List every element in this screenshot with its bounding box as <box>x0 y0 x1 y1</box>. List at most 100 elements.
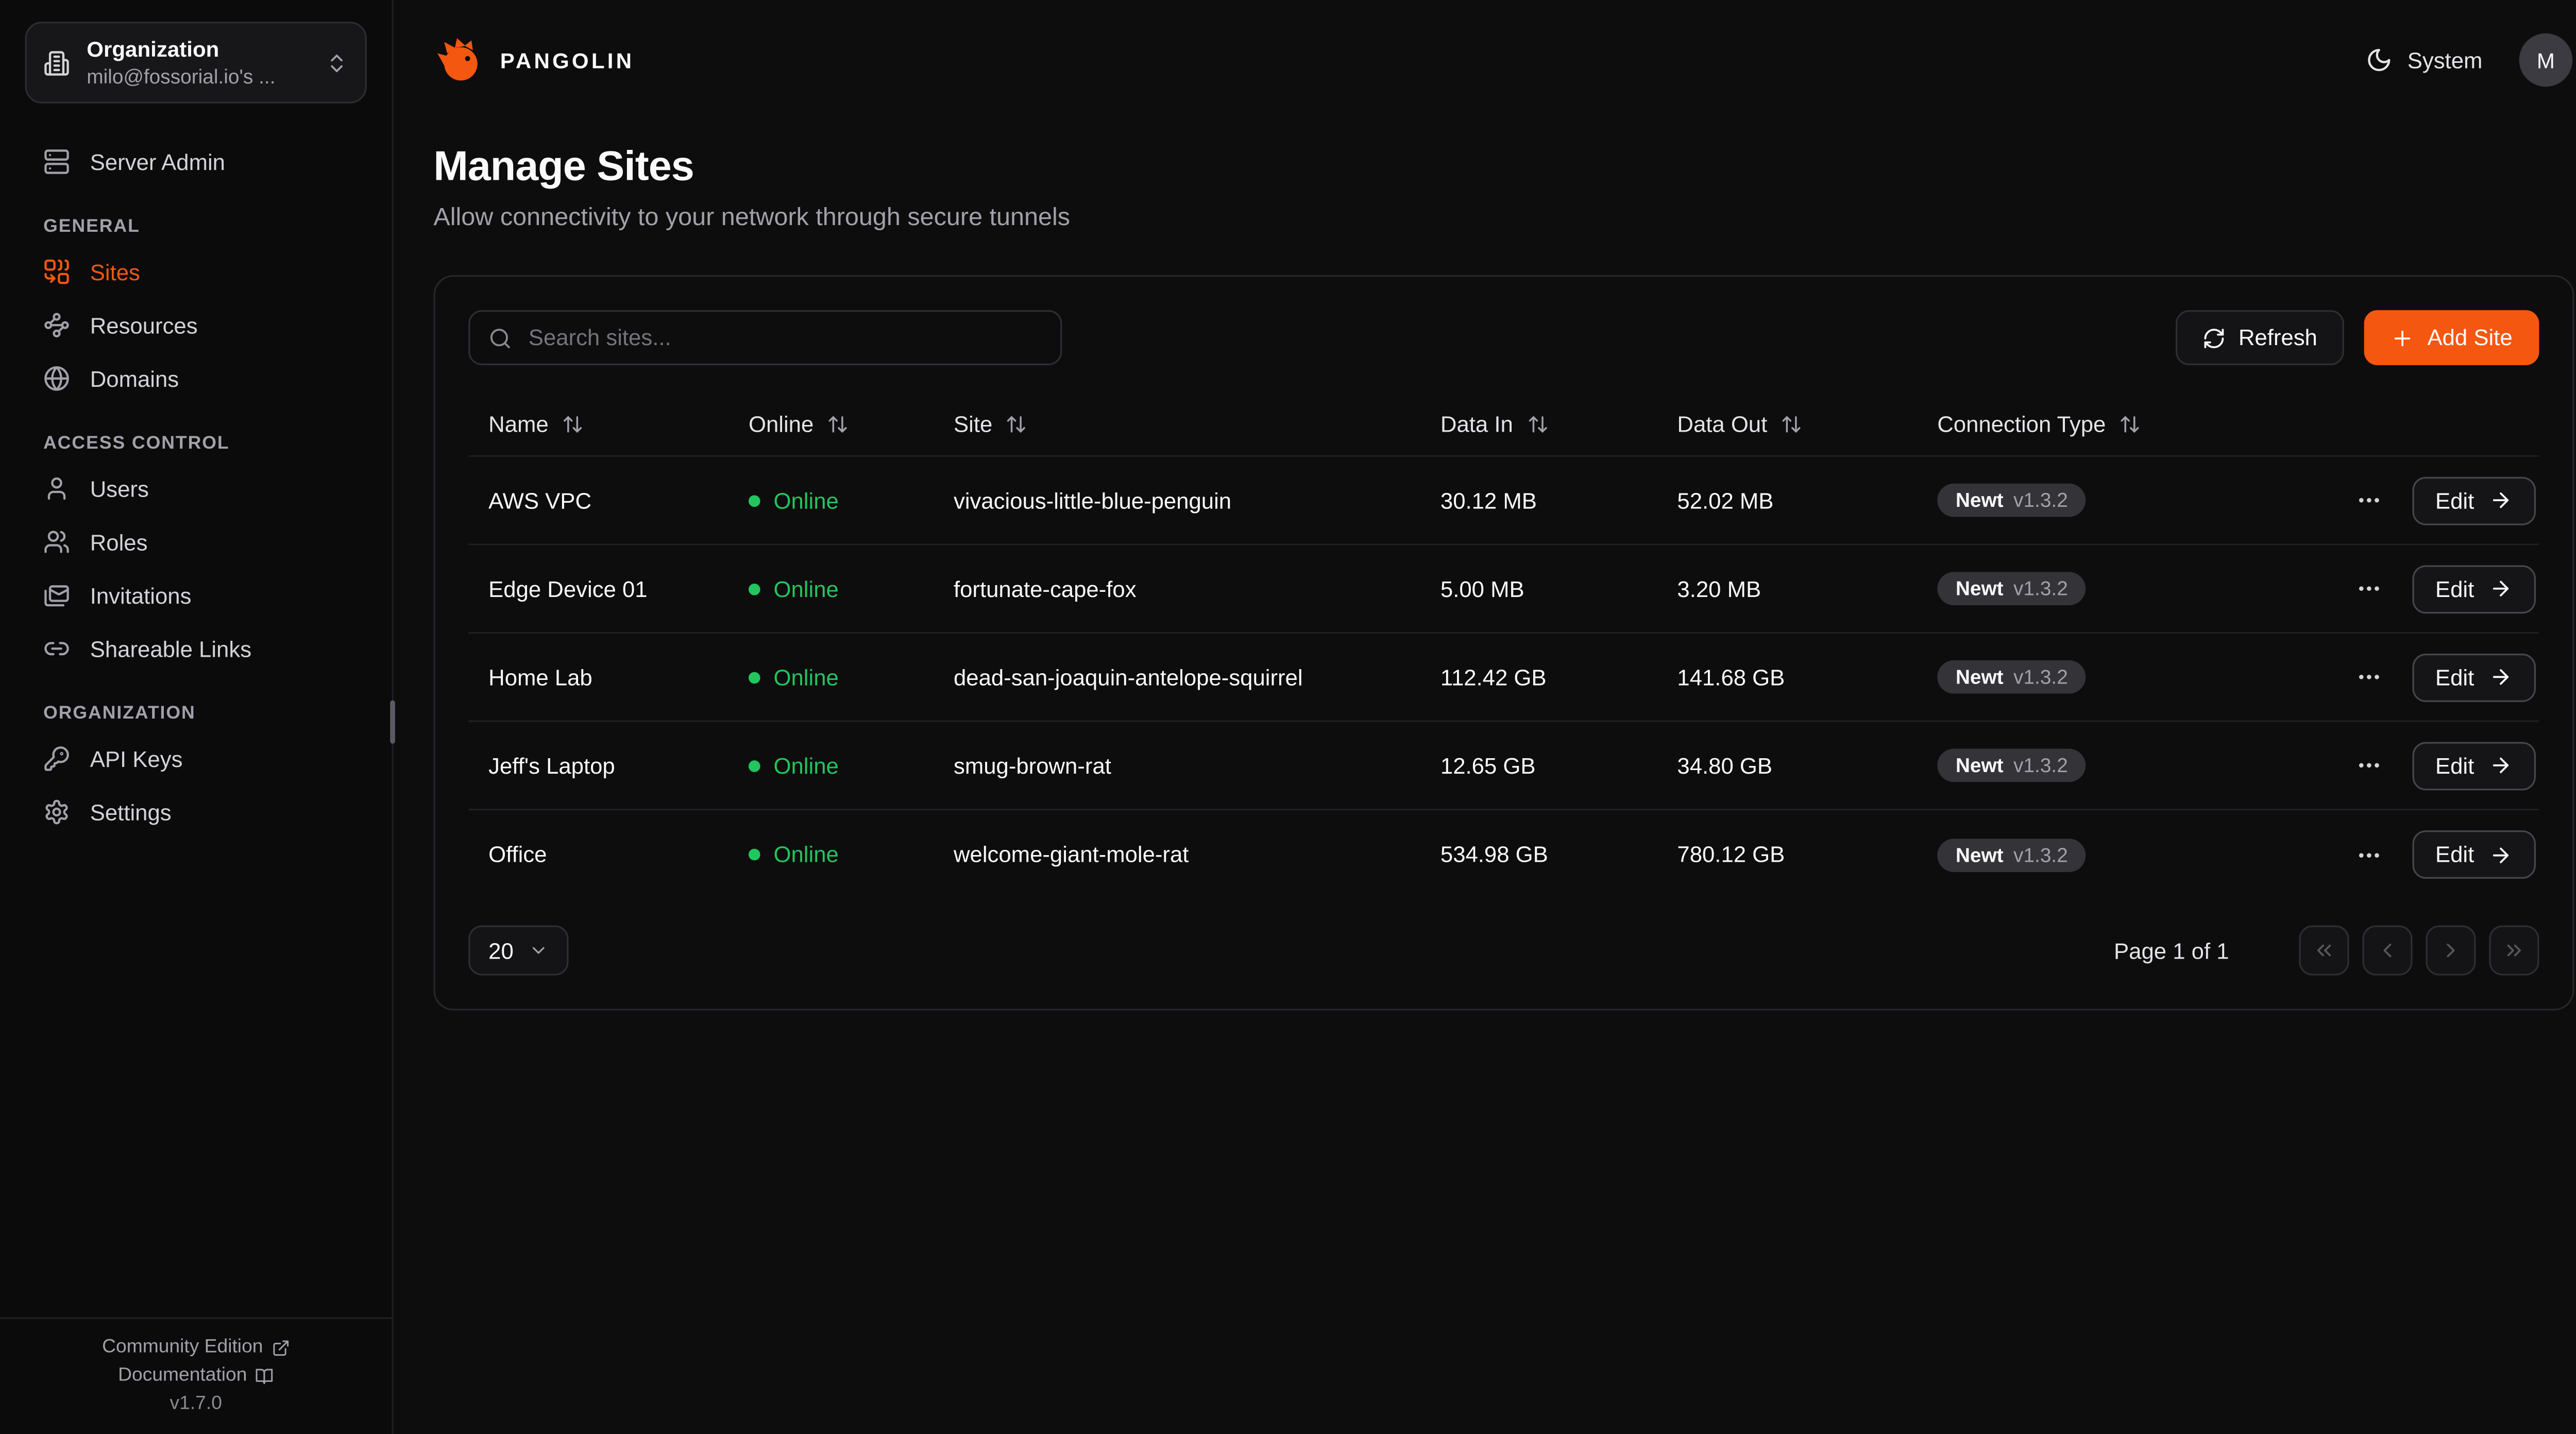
sidebar-item-label: Users <box>90 476 149 501</box>
site-slug-cell: vivacious-little-blue-penguin <box>953 487 1232 513</box>
sidebar-item-roles[interactable]: Roles <box>23 517 368 567</box>
row-menu-button[interactable] <box>2349 480 2389 520</box>
online-dot-icon <box>748 671 760 683</box>
edit-label: Edit <box>2435 487 2475 513</box>
sidebar-item-label: Sites <box>90 259 140 284</box>
pagination: Page 1 of 1 <box>2114 925 2539 976</box>
sites-card: Refresh Add Site Name <box>433 275 2574 1011</box>
community-edition-link[interactable]: Community Edition <box>102 1337 290 1357</box>
page-title: Manage Sites <box>433 143 694 191</box>
sort-icon <box>1781 414 1802 435</box>
site-name-cell: Jeff's Laptop <box>488 753 615 778</box>
column-header-data-in[interactable]: Data In <box>1420 412 1657 437</box>
site-slug-cell: smug-brown-rat <box>953 753 1111 778</box>
sidebar-item-server-admin[interactable]: Server Admin <box>23 136 368 186</box>
column-label: Data Out <box>1677 412 1768 437</box>
table-header-row: Name Online Site Data In <box>468 394 2539 457</box>
sidebar-item-users[interactable]: Users <box>23 464 368 514</box>
sidebar-item-shareable-links[interactable]: Shareable Links <box>23 624 368 674</box>
sidebar-nav: Server Admin GENERAL Sites Resources Dom… <box>0 130 392 1318</box>
column-header-connection-type[interactable]: Connection Type <box>1917 412 2317 437</box>
search-input[interactable] <box>468 310 1062 365</box>
sidebar-resize-handle[interactable] <box>390 700 395 744</box>
row-actions: Edit <box>2317 741 2539 790</box>
connection-type-badge: Newt v1.3.2 <box>1937 838 2087 872</box>
last-page-button[interactable] <box>2489 925 2539 976</box>
sidebar-item-label: Roles <box>90 529 148 555</box>
theme-toggle[interactable]: System <box>2366 47 2483 74</box>
column-header-name[interactable]: Name <box>468 412 728 437</box>
online-label: Online <box>773 576 839 602</box>
column-label: Connection Type <box>1937 412 2106 437</box>
sidebar-item-resources[interactable]: Resources <box>23 300 368 350</box>
site-name-cell: AWS VPC <box>488 487 592 513</box>
ellipsis-icon <box>2355 841 2382 868</box>
plus-icon <box>2391 326 2414 349</box>
theme-label: System <box>2407 47 2483 73</box>
sidebar-footer: Community Edition Documentation v1.7.0 <box>0 1317 392 1434</box>
row-menu-button[interactable] <box>2349 569 2389 609</box>
edit-button[interactable]: Edit <box>2412 653 2536 702</box>
column-label: Site <box>953 412 993 437</box>
first-page-button[interactable] <box>2299 925 2349 976</box>
section-label-access-control: ACCESS CONTROL <box>43 433 230 454</box>
connection-version: v1.3.2 <box>2013 488 2068 512</box>
row-menu-button[interactable] <box>2349 657 2389 697</box>
search-box <box>468 310 1062 365</box>
sidebar-item-label: Resources <box>90 312 198 338</box>
data-in-cell: 30.12 MB <box>1440 487 1537 513</box>
data-out-cell: 3.20 MB <box>1677 576 1761 602</box>
column-label: Online <box>748 412 814 437</box>
ellipsis-icon <box>2355 752 2382 779</box>
online-dot-icon <box>748 759 760 772</box>
data-in-cell: 112.42 GB <box>1440 664 1547 690</box>
row-actions: Edit <box>2317 653 2539 702</box>
brand[interactable]: PANGOLIN <box>435 36 635 84</box>
chevrons-left-icon <box>2312 939 2335 962</box>
edit-button[interactable]: Edit <box>2412 830 2536 879</box>
section-label-organization: ORGANIZATION <box>43 704 196 724</box>
row-menu-button[interactable] <box>2349 834 2389 875</box>
prev-page-button[interactable] <box>2362 925 2413 976</box>
online-status: Online <box>748 664 934 690</box>
sidebar-item-invitations[interactable]: Invitations <box>23 570 368 620</box>
online-dot-icon <box>748 848 760 861</box>
sort-icon <box>562 414 584 435</box>
sidebar-item-sites[interactable]: Sites <box>23 247 368 297</box>
org-selector-text: Organization milo@fossorial.io's ... <box>87 35 308 90</box>
sidebar-item-label: Invitations <box>90 583 192 608</box>
column-header-data-out[interactable]: Data Out <box>1657 412 1918 437</box>
refresh-button[interactable]: Refresh <box>2175 310 2344 365</box>
user-avatar[interactable]: M <box>2519 33 2573 87</box>
arrow-right-icon <box>2489 665 2512 689</box>
row-actions: Edit <box>2317 830 2539 879</box>
sidebar-item-label: Shareable Links <box>90 636 252 661</box>
next-page-button[interactable] <box>2426 925 2476 976</box>
table-body: AWS VPC Online vivacious-little-blue-pen… <box>468 457 2539 899</box>
column-header-online[interactable]: Online <box>728 412 934 437</box>
sidebar-item-domains[interactable]: Domains <box>23 353 368 403</box>
documentation-link[interactable]: Documentation <box>118 1365 274 1386</box>
edit-label: Edit <box>2435 842 2475 867</box>
sort-icon <box>1527 414 1548 435</box>
column-header-site[interactable]: Site <box>934 412 1420 437</box>
pangolin-logo-icon <box>437 37 478 80</box>
edit-button[interactable]: Edit <box>2412 564 2536 613</box>
edit-button[interactable]: Edit <box>2412 741 2536 790</box>
refresh-icon <box>2202 326 2225 349</box>
sort-icon <box>827 414 849 435</box>
sidebar-item-api-keys[interactable]: API Keys <box>23 733 368 783</box>
add-site-button[interactable]: Add Site <box>2364 310 2539 365</box>
chevron-left-icon <box>2376 939 2399 962</box>
sidebar-item-settings[interactable]: Settings <box>23 787 368 837</box>
edit-button[interactable]: Edit <box>2412 476 2536 525</box>
data-in-cell: 12.65 GB <box>1440 753 1536 778</box>
connection-version: v1.3.2 <box>2013 665 2068 689</box>
table-footer: 20 Page 1 of 1 <box>468 925 2539 976</box>
org-selector[interactable]: Organization milo@fossorial.io's ... <box>25 22 367 104</box>
row-menu-button[interactable] <box>2349 745 2389 786</box>
table-row: Office Online welcome-giant-mole-rat 534… <box>468 810 2539 899</box>
page-size-select[interactable]: 20 <box>468 925 569 976</box>
data-out-cell: 34.80 GB <box>1677 753 1773 778</box>
resources-icon <box>43 312 70 338</box>
